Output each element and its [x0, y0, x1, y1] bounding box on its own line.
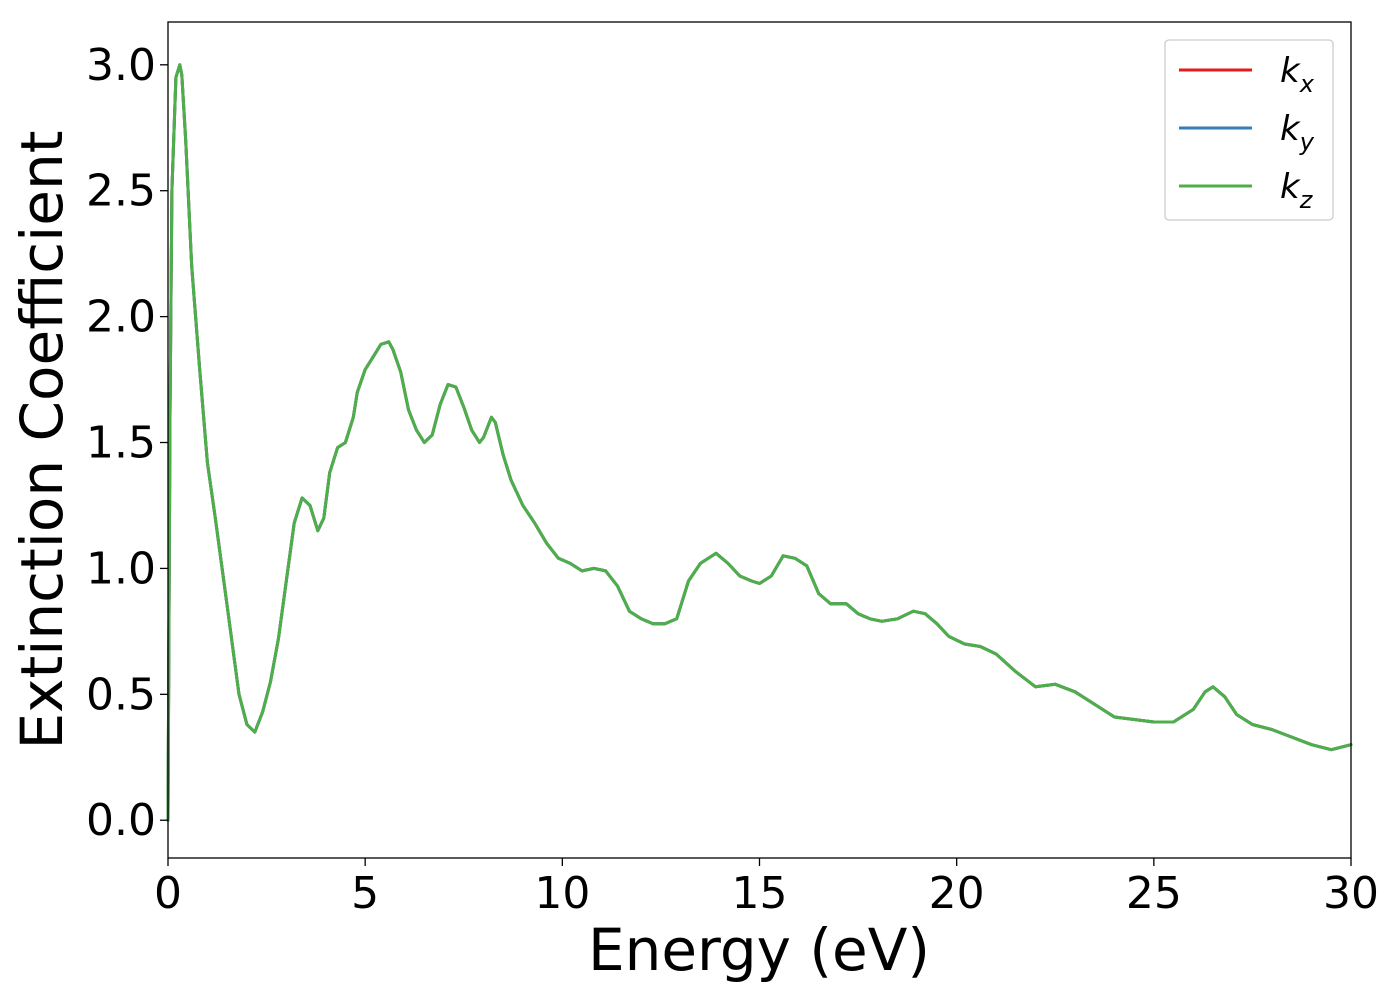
- y-tick-label: 1.5: [86, 418, 156, 469]
- y-tick-label: 3.0: [86, 40, 156, 91]
- y-tick-label: 0.0: [86, 795, 156, 846]
- y-axis-ticks: 0.0 0.5 1.0 1.5 2.0 2.5 3.0: [86, 40, 168, 846]
- series-line-kz: [166, 63, 1353, 822]
- x-tick-label: 25: [1126, 868, 1182, 919]
- x-tick-label: 10: [534, 868, 590, 919]
- series-layer: [166, 63, 1353, 822]
- x-axis-title: Energy (eV): [588, 916, 930, 984]
- y-tick-label: 1.0: [86, 543, 156, 594]
- x-tick-label: 30: [1323, 868, 1379, 919]
- x-tick-label: 0: [154, 868, 182, 919]
- legend-box: [1164, 39, 1334, 221]
- y-tick-label: 0.5: [86, 669, 156, 720]
- y-tick-label: 2.0: [86, 292, 156, 343]
- x-tick-label: 5: [351, 868, 379, 919]
- x-tick-label: 15: [732, 868, 788, 919]
- x-axis-ticks: 0 5 10 15 20 25 30: [154, 858, 1379, 919]
- y-axis-title: Extinction Coefficient: [8, 131, 76, 750]
- y-tick-label: 2.5: [86, 166, 156, 217]
- x-tick-label: 20: [929, 868, 985, 919]
